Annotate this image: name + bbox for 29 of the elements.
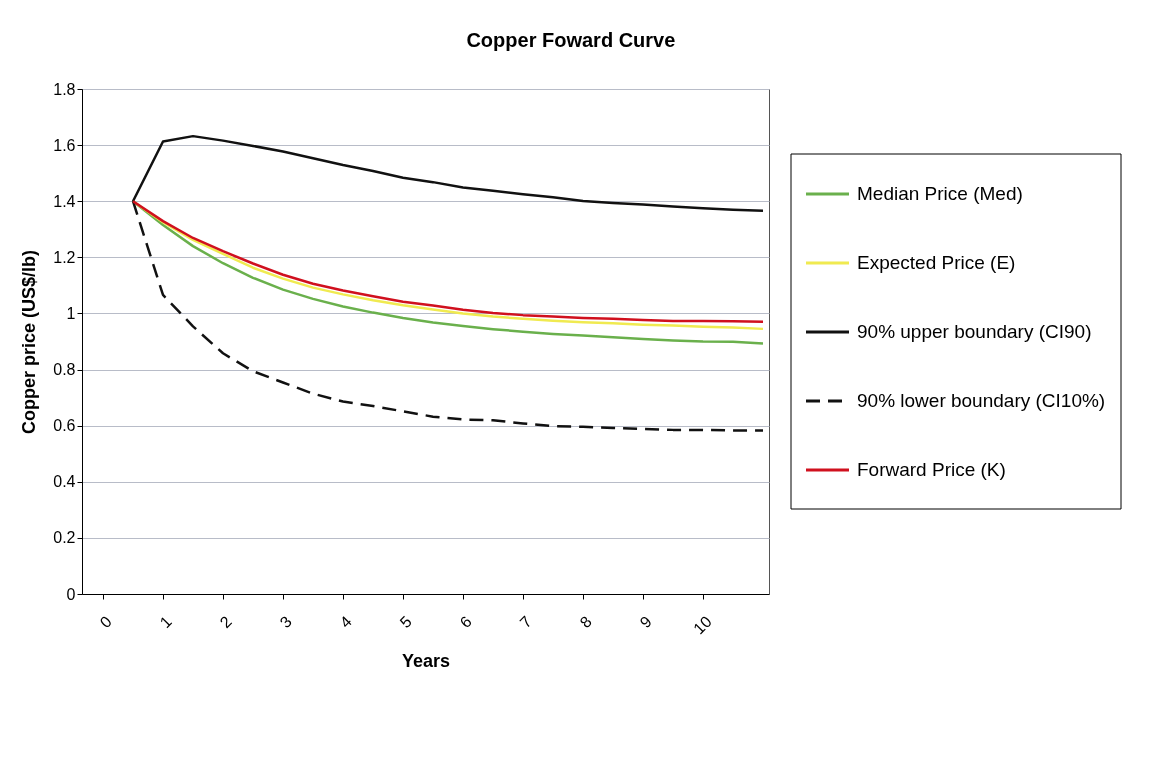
legend-label: Median Price (Med): [857, 183, 1023, 204]
y-tick-label: 0: [66, 585, 76, 603]
x-tick-label: 5: [396, 612, 415, 632]
y-tick-label: 1.4: [53, 192, 76, 210]
y-tick-label: 1.8: [53, 80, 76, 98]
x-tick-label: 4: [336, 612, 355, 632]
x-tick-label: 9: [636, 612, 655, 632]
x-tick-label: 2: [216, 612, 235, 632]
legend-label: Forward Price (K): [857, 459, 1006, 480]
y-tick-label: 1: [66, 304, 76, 322]
x-tick-label: 1: [156, 612, 175, 632]
x-tick-label: 7: [516, 612, 535, 632]
y-tick-label: 1.2: [53, 248, 76, 266]
y-tick-label: 0.2: [53, 529, 76, 547]
legend-label: 90% upper boundary (CI90): [857, 321, 1092, 342]
y-axis-title: Copper price (US$/lb): [19, 249, 40, 435]
x-tick-label: 3: [276, 612, 295, 632]
x-tick-label: 6: [456, 612, 475, 632]
y-tick-label: 0.4: [53, 473, 76, 491]
y-tick-label: 1.6: [53, 136, 76, 154]
chart-title: Copper Foward Curve: [466, 28, 676, 51]
x-axis-title: Years: [401, 651, 451, 672]
x-tick-label: 8: [576, 612, 595, 632]
legend-label: 90% lower boundary (CI10%): [857, 390, 1106, 411]
y-tick-label: 0.6: [53, 417, 76, 435]
y-tick-label: 0.8: [53, 361, 76, 379]
x-tick-label: 0: [96, 612, 115, 632]
legend-label: Expected Price (E): [857, 252, 1016, 273]
x-tick-label: 10: [690, 612, 715, 638]
